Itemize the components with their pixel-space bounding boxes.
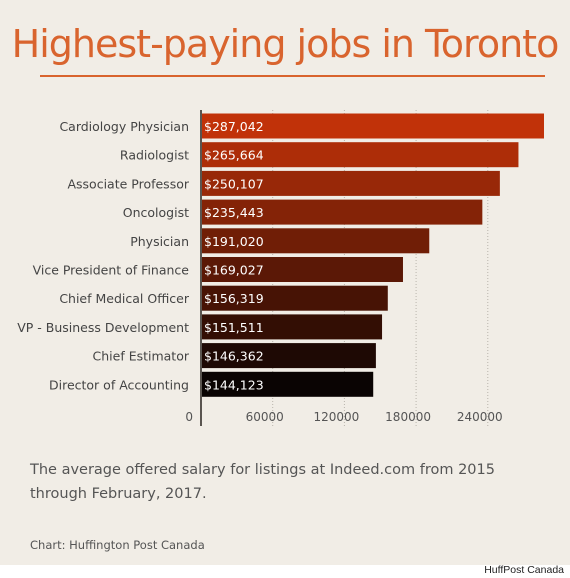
value-label: $191,020 <box>204 234 264 249</box>
x-tick-label: 0 <box>185 410 193 424</box>
source-label: HuffPost Canada <box>484 564 564 576</box>
chart-title: Highest-paying jobs in Toronto <box>11 22 560 66</box>
category-label: Associate Professor <box>67 176 189 191</box>
bar <box>201 142 519 168</box>
bar-chart: Cardiology Physician Radiologist Associate… <box>17 110 544 426</box>
bar <box>201 228 430 254</box>
value-label: $169,027 <box>204 263 264 278</box>
category-label: Physician <box>130 234 189 249</box>
value-label: $235,443 <box>204 205 264 220</box>
x-tick-label: 60000 <box>246 410 284 424</box>
bar <box>201 285 388 311</box>
category-label: Cardiology Physician <box>59 119 189 134</box>
value-label: $287,042 <box>204 119 264 134</box>
category-label: Oncologist <box>123 205 189 220</box>
x-tick-label: 120000 <box>313 410 359 424</box>
bar <box>201 314 383 340</box>
bar <box>201 170 500 196</box>
category-label: Director of Accounting <box>49 377 189 392</box>
chart-credit: Chart: Huffington Post Canada <box>30 538 205 552</box>
x-tick-label: 180000 <box>385 410 431 424</box>
bar <box>201 199 483 225</box>
bar <box>201 113 544 139</box>
category-label: Chief Estimator <box>93 349 190 364</box>
value-label: $265,664 <box>204 148 264 163</box>
value-label: $151,511 <box>204 320 264 335</box>
category-label: Chief Medical Officer <box>59 291 190 306</box>
x-tick-label: 240000 <box>457 410 503 424</box>
bar <box>201 343 376 369</box>
category-label: Radiologist <box>120 148 189 163</box>
chart-caption: The average offered salary for listings … <box>30 462 495 502</box>
chart-panel <box>0 0 570 565</box>
bar <box>201 257 403 282</box>
category-label: VP - Business Development <box>17 320 189 335</box>
bar <box>201 371 374 397</box>
category-label: Vice President of Finance <box>33 263 190 278</box>
value-label: $146,362 <box>204 349 264 364</box>
title-underline <box>40 75 545 77</box>
value-label: $156,319 <box>204 291 264 306</box>
value-label: $250,107 <box>204 176 264 191</box>
value-label: $144,123 <box>204 377 264 392</box>
